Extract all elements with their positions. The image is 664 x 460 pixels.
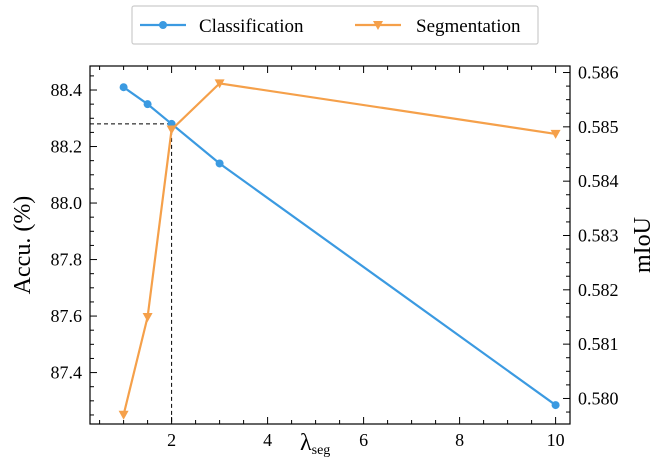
series-line-classification — [122, 86, 557, 406]
data-point-classification — [551, 401, 560, 410]
data-point-segmentation — [550, 129, 561, 139]
x-tick-label: 8 — [455, 430, 464, 450]
legend: Classification Segmentation — [131, 5, 539, 45]
data-point-classification — [143, 100, 152, 109]
right-y-tick-label: 0.582 — [578, 280, 619, 300]
data-point-segmentation — [142, 312, 153, 322]
left-y-tick-label: 87.8 — [51, 250, 83, 270]
data-point-classification — [119, 83, 128, 92]
legend-classification-marker — [159, 21, 167, 29]
x-axis-title: λseg — [300, 430, 330, 458]
x-tick-label: 10 — [547, 430, 565, 450]
right-axis-title: mIoU — [630, 217, 656, 273]
right-y-tick-label: 0.581 — [578, 334, 619, 354]
data-point-segmentation — [166, 125, 177, 135]
right-y-tick-label: 0.586 — [578, 63, 619, 83]
left-y-tick-label: 87.6 — [51, 306, 83, 326]
legend-frame — [131, 5, 539, 45]
left-axis-title: Accu. (%) — [10, 196, 36, 295]
data-point-classification — [215, 159, 224, 168]
data-point-segmentation — [214, 79, 225, 89]
plot-frame — [89, 65, 571, 425]
legend-segmentation-marker — [373, 21, 383, 30]
tick-labels: 2 4 6 8 10 87.4 87.6 87.8 88.0 88.2 88.4 0.580 0.581… — [51, 63, 619, 450]
x-tick-label: 6 — [359, 430, 368, 450]
right-y-tick-label: 0.583 — [578, 225, 619, 245]
x-axis-title-sub: seg — [312, 443, 331, 458]
x-axis-title-main: λ — [300, 430, 312, 456]
right-y-tick-label: 0.585 — [578, 117, 619, 137]
legend-classification-label: Classification — [199, 16, 304, 37]
series-layer — [118, 79, 561, 420]
right-y-tick-label: 0.580 — [578, 388, 619, 408]
x-tick-label: 2 — [167, 430, 176, 450]
left-y-tick-label: 88.0 — [51, 193, 83, 213]
data-point-segmentation — [118, 410, 129, 420]
right-y-tick-label: 0.584 — [578, 171, 619, 191]
legend-segmentation-label: Segmentation — [416, 16, 521, 37]
left-y-tick-label: 88.4 — [51, 80, 83, 100]
left-y-tick-label: 87.4 — [51, 363, 83, 383]
x-tick-label: 4 — [263, 430, 272, 450]
reference-lines — [90, 123, 173, 424]
left-y-tick-label: 88.2 — [51, 137, 83, 157]
tick-marks — [90, 66, 570, 424]
